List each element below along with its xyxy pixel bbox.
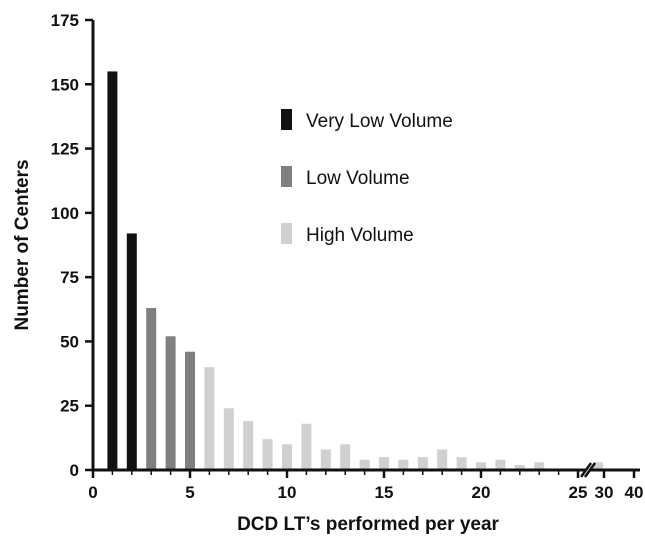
bar: [534, 462, 545, 470]
bar: [476, 462, 486, 470]
bar: [514, 464, 525, 470]
bar: [223, 408, 234, 470]
bar: [379, 457, 389, 470]
bar: [417, 457, 428, 470]
axis-break-mark: [579, 462, 593, 478]
legend-label: High Volume: [306, 225, 414, 246]
bar: [282, 444, 292, 470]
x-axis-title: DCD LT’s performed per year: [237, 514, 499, 535]
bar: [495, 459, 506, 470]
bar: [146, 308, 157, 470]
bar: [185, 351, 195, 470]
x-tick-label: 25: [569, 483, 588, 502]
axes: [91, 20, 640, 478]
bar: [204, 367, 215, 470]
legend-swatch: [281, 166, 292, 187]
bar: [165, 336, 176, 470]
bar: [301, 423, 312, 470]
y-axis-ticks: 0 25 50 75 100 125 150 175: [51, 11, 93, 480]
y-tick-label: 25: [60, 397, 79, 416]
bar: [243, 421, 254, 470]
y-tick-label: 50: [60, 332, 79, 351]
x-tick-label: 10: [278, 483, 297, 502]
x-tick-label: 30: [595, 483, 614, 502]
bars: [107, 71, 603, 470]
bar: [456, 457, 467, 470]
legend-swatch: [281, 223, 292, 244]
y-tick-label: 150: [51, 75, 79, 94]
x-tick-label: 20: [472, 483, 491, 502]
bar: [262, 439, 273, 470]
bar: [398, 459, 409, 470]
legend-label: Low Volume: [306, 168, 410, 189]
legend-label: Very Low Volume: [306, 111, 453, 132]
x-axis-ticks: 0 5 10 15 20 25 30 40: [88, 470, 643, 502]
x-tick-label: 15: [375, 483, 394, 502]
x-tick-label: 40: [625, 483, 644, 502]
y-tick-label: 75: [60, 268, 79, 287]
bar: [126, 233, 137, 470]
bar: [340, 444, 351, 470]
y-tick-label: 0: [70, 461, 79, 480]
x-tick-label: 5: [185, 483, 194, 502]
y-axis-title: Number of Centers: [12, 159, 33, 330]
y-tick-label: 125: [51, 140, 79, 159]
legend: Very Low Volume Low Volume High Volume: [281, 109, 453, 246]
bar: [107, 71, 118, 470]
bar: [359, 459, 370, 470]
y-tick-label: 175: [51, 11, 79, 30]
bar: [320, 449, 331, 470]
y-tick-label: 100: [51, 204, 79, 223]
x-tick-label: 0: [88, 483, 97, 502]
axis-break-mark: [583, 462, 597, 478]
legend-swatch: [281, 109, 292, 130]
bar: [437, 449, 448, 470]
bar: [593, 462, 603, 470]
